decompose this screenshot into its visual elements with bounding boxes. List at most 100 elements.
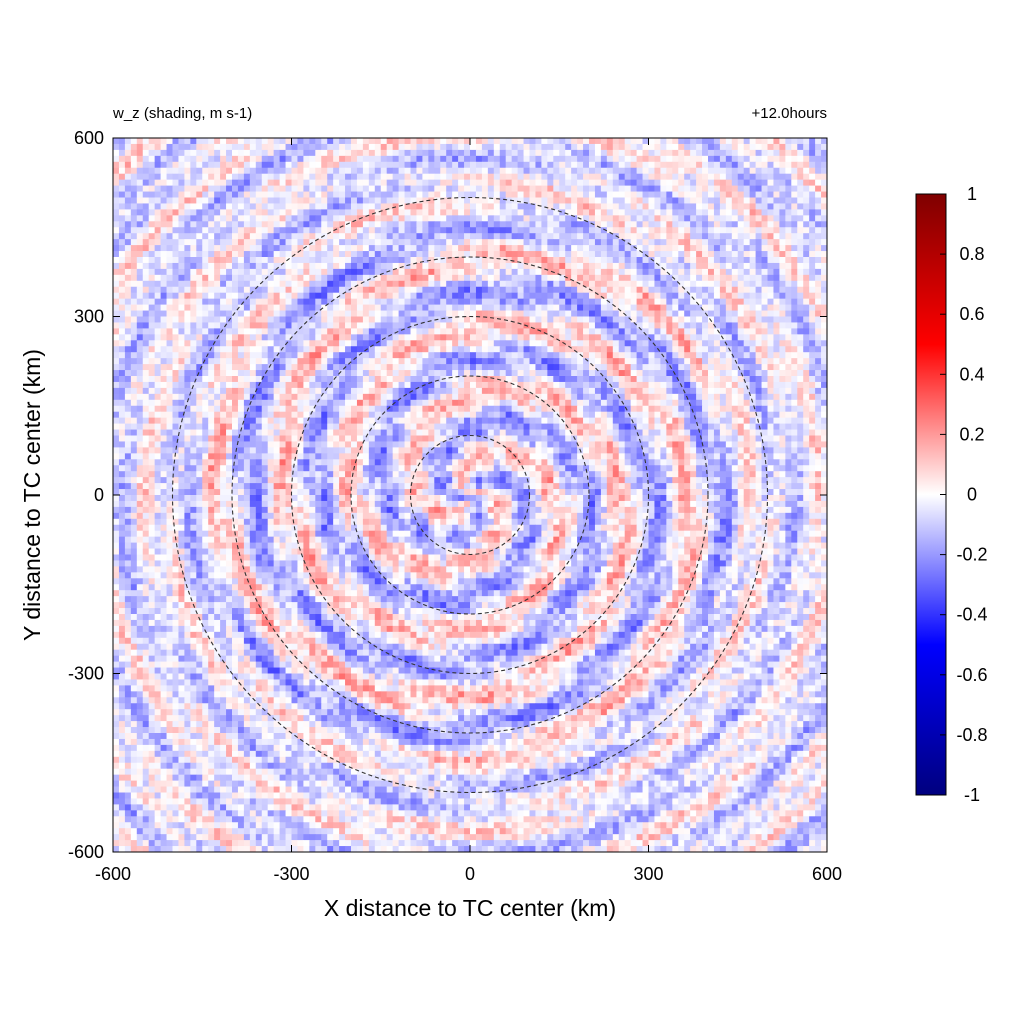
heatmap-cell: [202, 251, 209, 258]
heatmap-cell: [672, 161, 679, 169]
heatmap-cell: [767, 209, 774, 216]
heatmap-cell: [237, 262, 245, 270]
heatmap-cell: [702, 149, 709, 157]
heatmap-cell: [541, 280, 548, 288]
heatmap-cell: [237, 215, 245, 222]
heatmap-cell: [529, 173, 536, 181]
heatmap-cell: [160, 352, 167, 359]
heatmap-cell: [160, 251, 167, 258]
heatmap-cell: [773, 292, 780, 300]
heatmap-cell: [130, 310, 138, 317]
heatmap-cell: [821, 167, 827, 175]
heatmap-cell: [559, 191, 566, 198]
heatmap-cell: [154, 316, 161, 323]
heatmap-cell: [481, 274, 489, 282]
heatmap-cell: [815, 370, 822, 377]
heatmap-cell: [178, 155, 185, 163]
heatmap-cell: [303, 262, 310, 270]
heatmap-cell: [374, 257, 382, 264]
heatmap-cell: [303, 245, 310, 252]
heatmap-cell: [142, 215, 150, 222]
heatmap-cell: [815, 322, 822, 329]
heatmap-cell: [362, 322, 370, 329]
heatmap-cell: [422, 203, 429, 210]
heatmap-cell: [386, 149, 394, 157]
heatmap-cell: [214, 191, 221, 198]
heatmap-cell: [190, 191, 197, 198]
heatmap-cell: [113, 292, 120, 300]
heatmap-cell: [523, 143, 530, 151]
heatmap-cell: [690, 215, 697, 222]
heatmap-cell: [202, 155, 209, 163]
heatmap-cell: [535, 257, 542, 264]
heatmap-cell: [773, 251, 780, 258]
heatmap-cell: [511, 161, 518, 169]
heatmap-cell: [291, 227, 298, 234]
heatmap-cell: [571, 149, 578, 157]
heatmap-cell: [624, 328, 632, 335]
heatmap-cell: [380, 161, 388, 169]
heatmap-cell: [220, 197, 227, 204]
heatmap-cell: [386, 370, 394, 377]
heatmap-cell: [648, 304, 655, 311]
heatmap-cell: [130, 197, 138, 204]
heatmap-cell: [458, 316, 465, 323]
heatmap-cell: [684, 364, 691, 371]
heatmap-cell: [785, 304, 792, 311]
heatmap-cell: [208, 298, 215, 305]
heatmap-cell: [208, 185, 215, 192]
heatmap-cell: [642, 209, 649, 216]
heatmap-cell: [297, 185, 304, 192]
heatmap-cell: [761, 280, 768, 288]
heatmap-cell: [464, 197, 471, 204]
heatmap-cell: [541, 292, 548, 300]
heatmap-cell: [600, 370, 608, 377]
heatmap-cell: [243, 155, 251, 163]
heatmap-cell: [487, 221, 495, 228]
heatmap-cell: [749, 328, 756, 335]
heatmap-cell: [297, 155, 304, 163]
heatmap-cell: [553, 215, 560, 222]
heatmap-cell: [374, 221, 382, 228]
heatmap-cell: [523, 185, 530, 192]
heatmap-cell: [547, 376, 554, 383]
heatmap-cell: [237, 280, 245, 288]
heatmap-cell: [285, 262, 292, 270]
heatmap-cell: [410, 328, 417, 335]
heatmap-cell: [630, 328, 637, 335]
heatmap-cell: [202, 274, 209, 282]
heatmap-cell: [702, 203, 709, 210]
heatmap-cell: [809, 191, 816, 198]
heatmap-cell: [285, 239, 292, 246]
heatmap-cell: [654, 251, 661, 258]
heatmap-cell: [779, 138, 786, 145]
heatmap-cell: [362, 340, 370, 347]
heatmap-cell: [267, 364, 275, 371]
heatmap-cell: [255, 280, 263, 288]
heatmap-cell: [583, 215, 590, 222]
heatmap-cell: [446, 262, 453, 270]
heatmap-cell: [214, 245, 221, 252]
heatmap-cell: [416, 221, 423, 228]
heatmap-cell: [214, 197, 221, 204]
heatmap-cell: [339, 239, 346, 246]
heatmap-cell: [273, 215, 280, 222]
heatmap-cell: [755, 239, 762, 246]
heatmap-cell: [630, 245, 637, 252]
heatmap-cell: [208, 191, 215, 198]
heatmap-cell: [368, 138, 376, 145]
heatmap-cell: [803, 251, 810, 258]
heatmap-cell: [630, 197, 637, 204]
heatmap-cell: [452, 233, 459, 240]
heatmap-cell: [642, 346, 649, 353]
heatmap-cell: [297, 149, 304, 157]
heatmap-cell: [731, 268, 739, 276]
heatmap-cell: [458, 239, 465, 246]
heatmap-cell: [470, 334, 477, 341]
heatmap-cell: [803, 274, 810, 282]
heatmap-cell: [261, 138, 269, 145]
heatmap-cell: [148, 274, 156, 282]
heatmap-cell: [178, 280, 185, 288]
heatmap-cell: [428, 364, 435, 371]
heatmap-cell: [226, 381, 233, 389]
